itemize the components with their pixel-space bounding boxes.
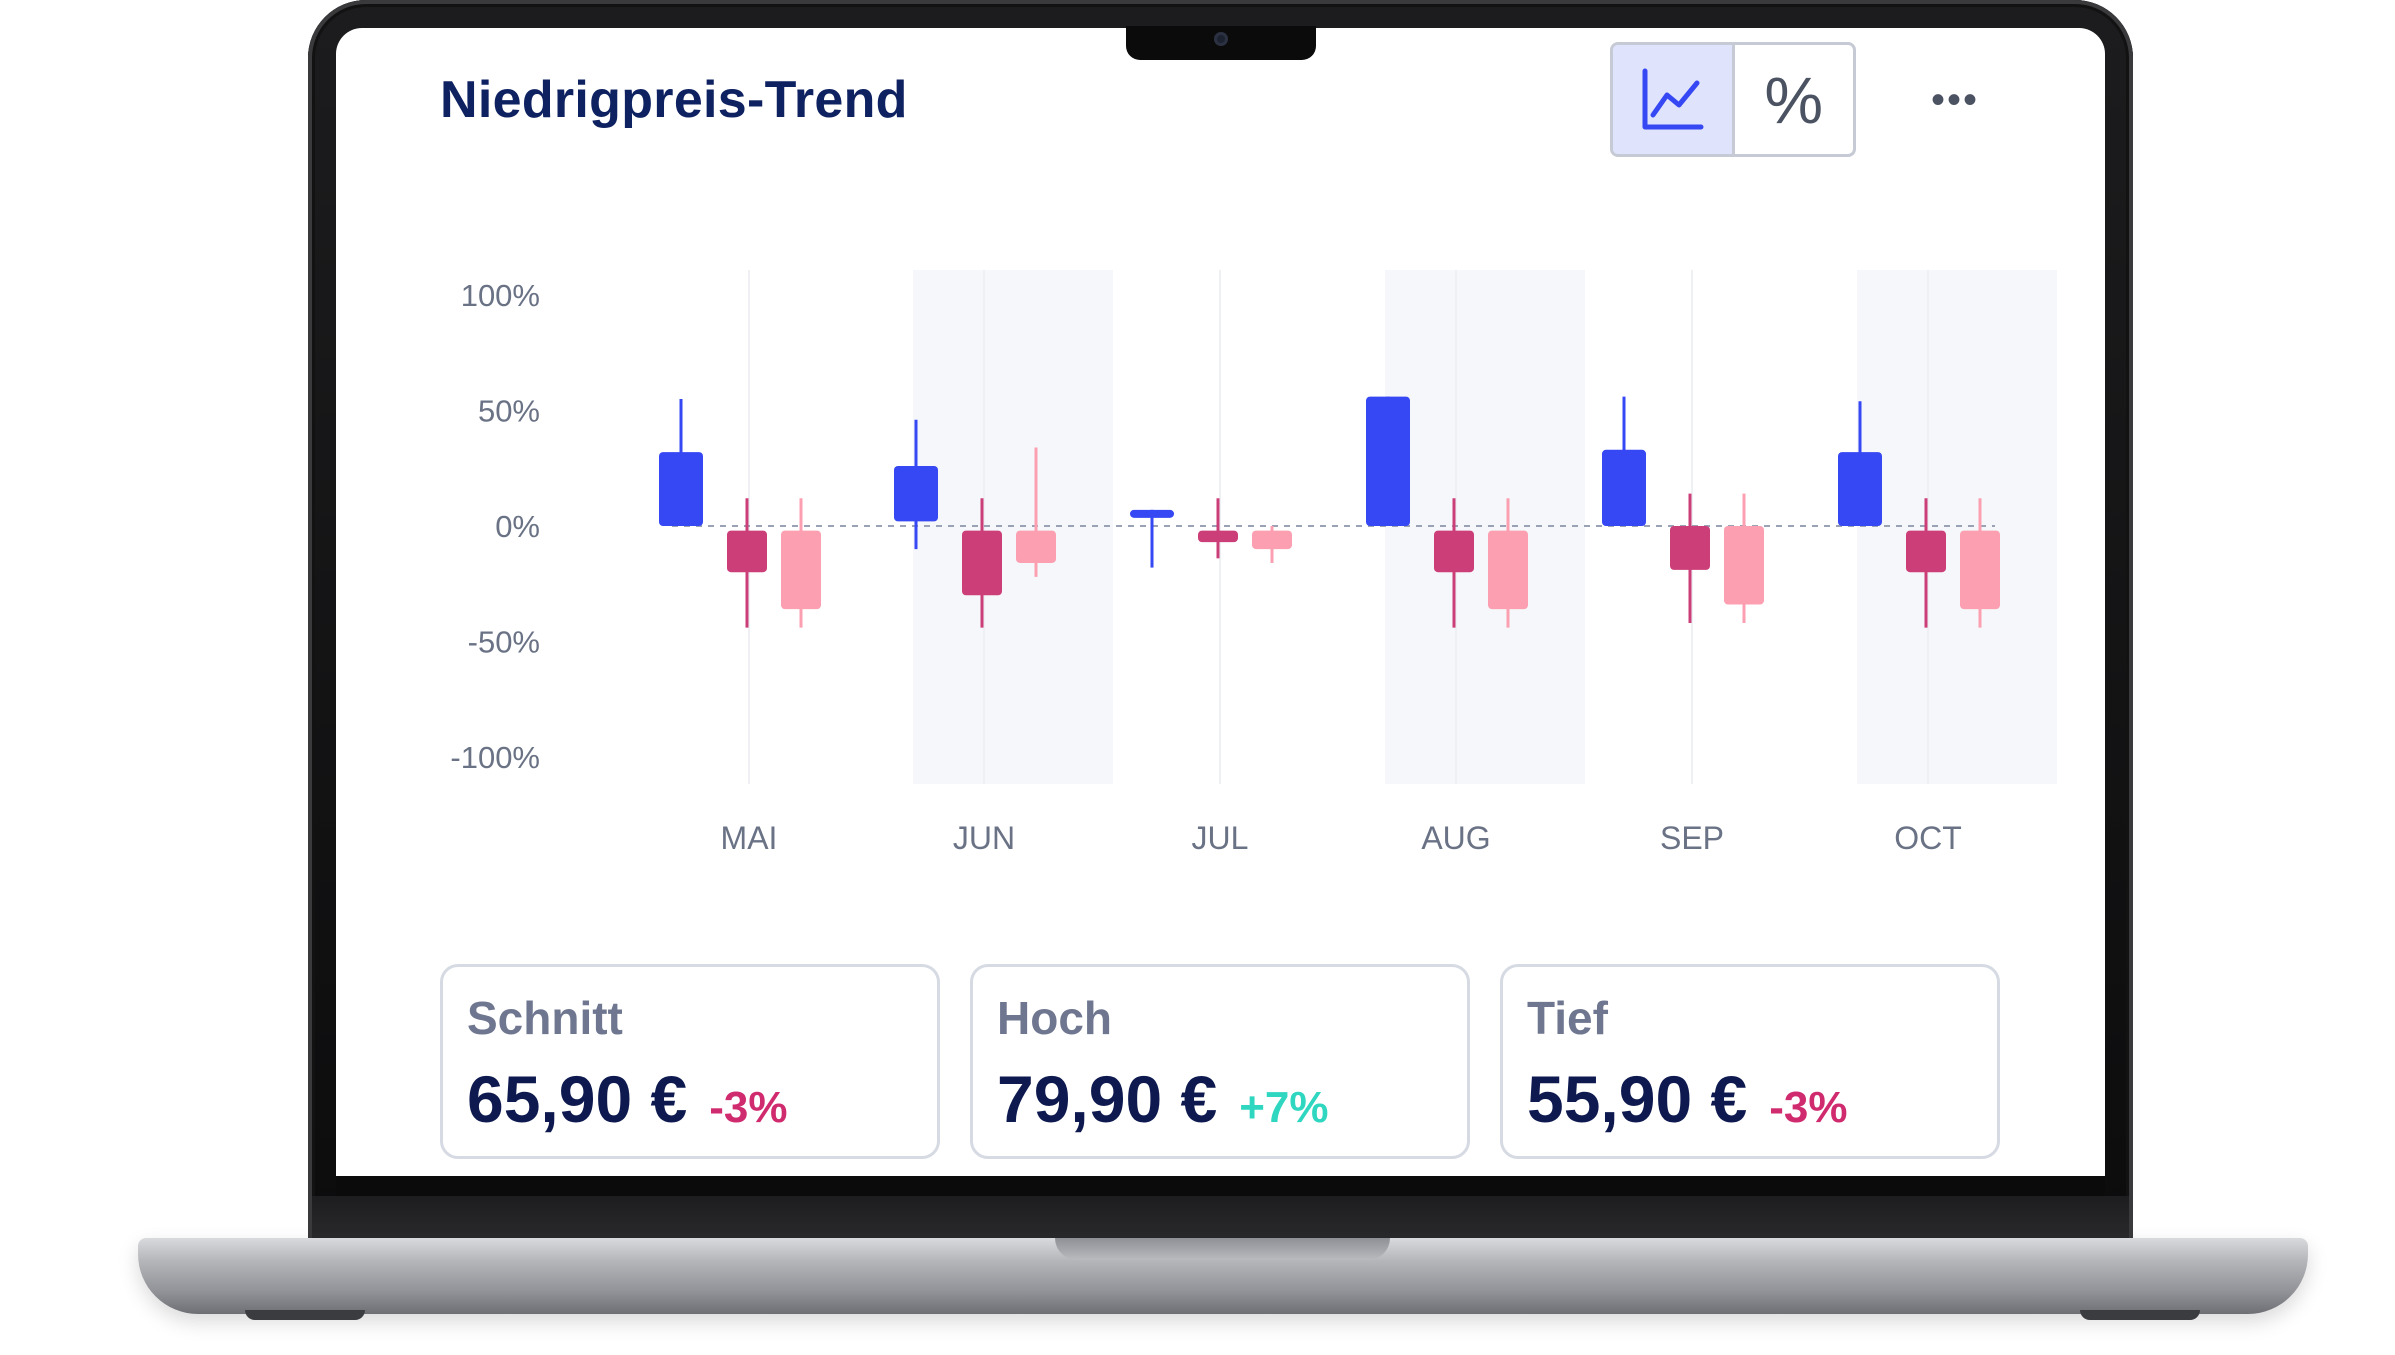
- stat-value: 55,90 € -3%: [1527, 1061, 1847, 1137]
- stat-label: Tief: [1527, 992, 1608, 1044]
- stat-value-text: 79,90 €: [997, 1062, 1218, 1136]
- stat-label: Schnitt: [467, 992, 623, 1044]
- percent-icon: %: [1764, 62, 1824, 137]
- stat-card-hoch: Hoch 79,90 € +7%: [970, 964, 1470, 1159]
- line-chart-toggle-button[interactable]: [1613, 45, 1735, 154]
- stat-value-text: 55,90 €: [1527, 1062, 1748, 1136]
- stat-card-tief: Tief 55,90 € -3%: [1500, 964, 2000, 1159]
- stat-value: 65,90 € -3%: [467, 1061, 787, 1137]
- laptop-opening-notch: [1055, 1238, 1390, 1260]
- page-title: Niedrigpreis-Trend: [440, 71, 908, 129]
- stat-label: Hoch: [997, 992, 1112, 1044]
- camera-icon: [1214, 32, 1228, 46]
- stat-delta: -3%: [1769, 1083, 1848, 1132]
- more-options-button[interactable]: •••: [1925, 80, 1985, 120]
- stat-value: 79,90 € +7%: [997, 1061, 1329, 1137]
- percent-toggle-button[interactable]: %: [1735, 45, 1854, 154]
- stat-card-schnitt: Schnitt 65,90 € -3%: [440, 964, 940, 1159]
- more-icon: •••: [1930, 78, 1979, 122]
- laptop-foot-left: [245, 1310, 365, 1320]
- stat-delta: +7%: [1239, 1083, 1329, 1132]
- stat-delta: -3%: [709, 1083, 788, 1132]
- view-toggle: %: [1610, 42, 1856, 157]
- screen-bezel-bottom: [336, 1176, 2105, 1196]
- laptop-foot-right: [2080, 1310, 2200, 1320]
- laptop-hinge-strip: [312, 1196, 2129, 1240]
- stat-value-text: 65,90 €: [467, 1062, 688, 1136]
- line-chart-icon: [1642, 68, 1704, 129]
